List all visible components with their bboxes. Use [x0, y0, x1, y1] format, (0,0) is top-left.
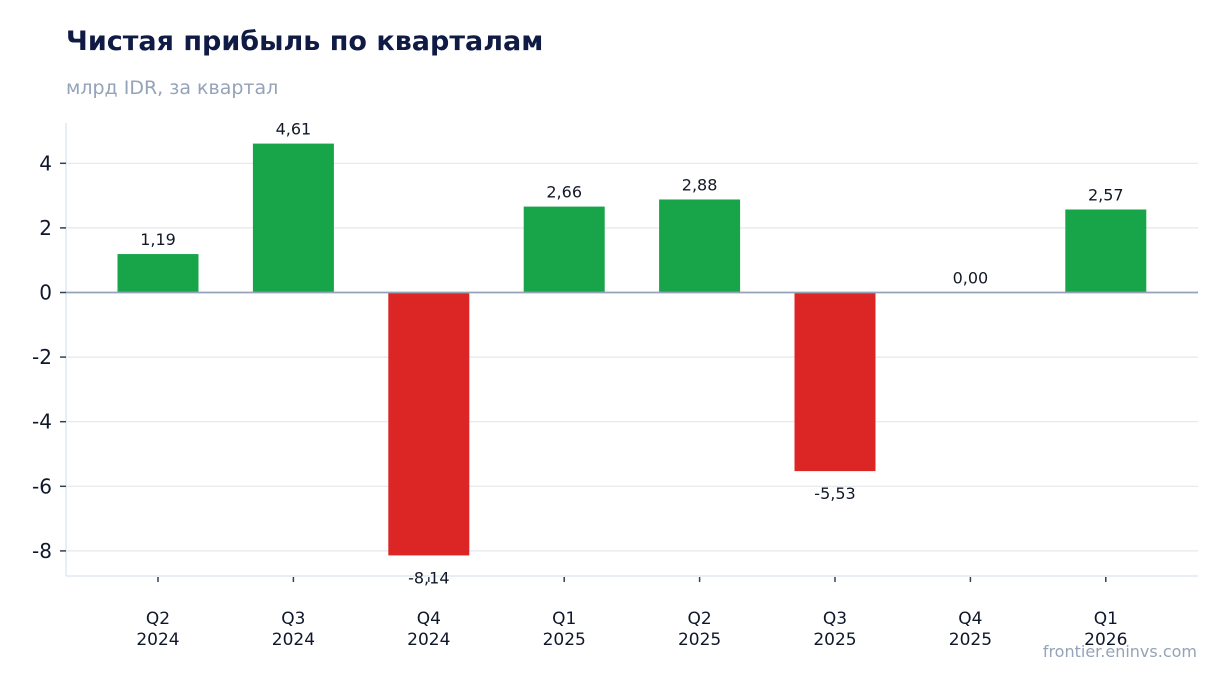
- x-tick-label-quarter: Q4: [417, 609, 441, 629]
- data-label: 0,00: [953, 269, 989, 288]
- bar: [523, 206, 605, 293]
- axes: [65, 123, 1198, 577]
- bar: [117, 254, 199, 293]
- bar: [1065, 209, 1147, 293]
- data-label: 4,61: [276, 120, 312, 139]
- bar: [252, 143, 334, 293]
- watermark: frontier.eninvs.com: [1042, 642, 1197, 661]
- x-axis-categories: Q22024Q32024Q42024Q12025Q22025Q32025Q420…: [136, 577, 1127, 650]
- y-tick-label: 4: [39, 151, 52, 175]
- x-tick-label-year: 2024: [407, 630, 450, 650]
- data-label: 2,88: [682, 175, 718, 194]
- x-tick-label-year: 2025: [678, 630, 721, 650]
- data-label: -5,53: [814, 484, 855, 503]
- x-tick-label-quarter: Q1: [552, 609, 576, 629]
- y-tick-label: 2: [39, 216, 52, 240]
- data-label: 2,57: [1088, 185, 1124, 204]
- grid-lines: [66, 162, 1198, 552]
- chart-subtitle: млрд IDR, за квартал: [66, 77, 279, 99]
- y-axis-ticks: -8 -6 -4 -2 0 2 4: [32, 151, 66, 563]
- bar: [388, 292, 470, 556]
- x-tick-label-quarter: Q3: [281, 609, 305, 629]
- x-tick-label-year: 2025: [949, 630, 992, 650]
- bars: [66, 143, 1198, 556]
- y-tick-label: -4: [32, 410, 52, 434]
- x-tick-label-quarter: Q3: [823, 609, 847, 629]
- chart-title: Чистая прибыль по кварталам: [66, 26, 544, 57]
- x-tick-label-quarter: Q1: [1094, 609, 1118, 629]
- bar: [659, 199, 741, 293]
- x-tick-label-quarter: Q2: [146, 609, 170, 629]
- y-tick-label: -2: [32, 345, 52, 369]
- data-labels: 1,194,61-8,142,66 2,88-5,530,002,57: [140, 120, 1123, 588]
- y-tick-label: -8: [32, 539, 52, 563]
- data-label: 1,19: [140, 230, 176, 249]
- x-tick-label-year: 2024: [136, 630, 179, 650]
- x-tick-label-quarter: Q4: [958, 609, 982, 629]
- y-tick-label: 0: [39, 281, 52, 305]
- bar: [794, 292, 876, 472]
- x-tick-label-year: 2026: [1084, 630, 1127, 650]
- data-label: 2,66: [546, 183, 582, 202]
- x-tick-label-quarter: Q2: [687, 609, 711, 629]
- y-tick-label: -6: [32, 474, 52, 498]
- x-tick-label-year: 2024: [272, 630, 315, 650]
- x-tick-label-year: 2025: [813, 630, 856, 650]
- x-tick-label-year: 2025: [543, 630, 586, 650]
